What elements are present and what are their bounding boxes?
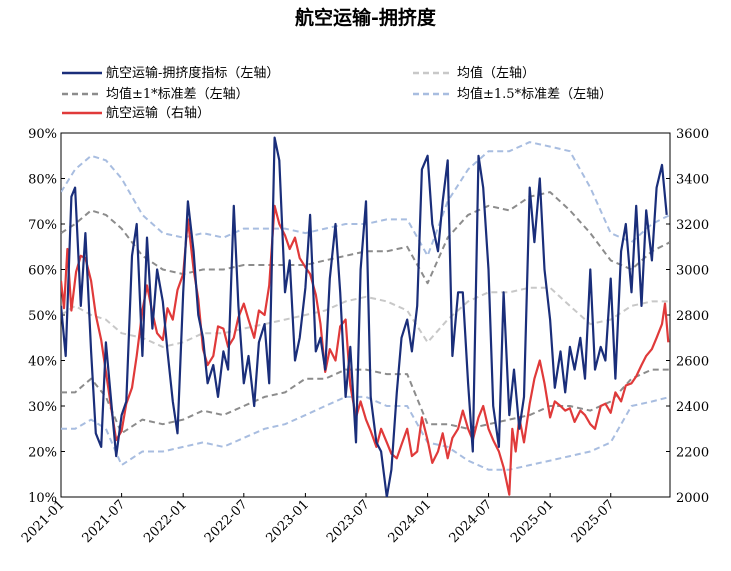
left-axis-tick-label: 10% bbox=[28, 491, 57, 506]
left-axis-tick-label: 40% bbox=[28, 355, 57, 370]
left-axis-tick-label: 70% bbox=[28, 218, 57, 233]
legend-label-3: 均值±1.5*标准差（左轴） bbox=[457, 86, 612, 102]
legend-label-2: 均值±1*标准差（左轴） bbox=[106, 86, 249, 102]
series-upper-band-3 bbox=[61, 141, 670, 257]
left-axis-tick-label: 80% bbox=[28, 173, 57, 188]
series-layer bbox=[61, 136, 670, 497]
series-line-1 bbox=[61, 286, 670, 348]
left-axis-tick-label: 60% bbox=[28, 264, 57, 279]
series-lower-band-3 bbox=[61, 395, 670, 471]
x-axis-tick-label: 2022-07 bbox=[202, 497, 251, 546]
x-axis-tick-label: 2022-01 bbox=[141, 497, 190, 546]
legend-label-0: 航空运输-拥挤度指标（左轴） bbox=[106, 65, 279, 81]
chart-title: 航空运输-拥挤度 bbox=[295, 6, 437, 29]
series-line-4 bbox=[61, 204, 670, 496]
right-axis-tick-label: 3200 bbox=[676, 218, 709, 233]
right-axis-tick-label: 2200 bbox=[676, 446, 709, 461]
right-axis-tick-label: 3600 bbox=[676, 127, 709, 142]
x-axis-tick-label: 2024-01 bbox=[386, 497, 435, 546]
right-axis-tick-label: 3400 bbox=[676, 173, 709, 188]
right-axis-tick-label: 2800 bbox=[676, 309, 709, 324]
left-axis-tick-label: 90% bbox=[28, 127, 57, 142]
legend-label-4: 航空运输（右轴） bbox=[106, 105, 210, 121]
legend: 航空运输-拥挤度指标（左轴） 均值（左轴） 均值±1*标准差（左轴） 均值±1.5*标… bbox=[62, 65, 612, 121]
right-axis-tick-label: 3000 bbox=[676, 264, 709, 279]
x-axis-tick-label: 2023-01 bbox=[263, 497, 312, 546]
x-axis-tick-label: 2024-07 bbox=[447, 497, 496, 546]
axes: 10% 20% 30% 40% 50% 60% 70% 80% 90% 2000 2200 2400 2… bbox=[19, 127, 709, 546]
x-axis-tick-label: 2023-07 bbox=[324, 497, 373, 546]
legend-label-1: 均值（左轴） bbox=[457, 65, 535, 81]
x-axis-tick-label: 2025-01 bbox=[508, 497, 557, 546]
right-axis-tick-label: 2600 bbox=[676, 355, 709, 370]
x-axis-tick-label: 2025-07 bbox=[569, 497, 618, 546]
series-lower-band-2 bbox=[61, 368, 670, 435]
series-line-0 bbox=[61, 136, 668, 497]
left-axis-tick-label: 50% bbox=[28, 309, 57, 324]
right-axis-tick-label: 2400 bbox=[676, 400, 709, 415]
left-axis-tick-label: 20% bbox=[28, 446, 57, 461]
x-axis-tick-label: 2021-07 bbox=[80, 497, 129, 546]
left-axis-tick-label: 30% bbox=[28, 400, 57, 415]
right-axis-tick-label: 2000 bbox=[676, 491, 709, 506]
